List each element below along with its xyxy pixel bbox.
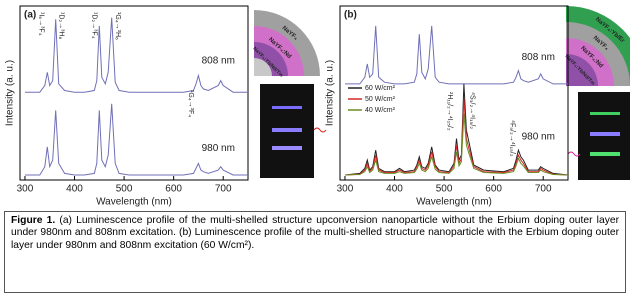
- caption-text: (a) Luminescence profile of the multi-sh…: [11, 215, 619, 251]
- legend-label: 60 W/cm²: [365, 85, 396, 92]
- spectrum-line: [344, 113, 569, 176]
- shell: [254, 58, 272, 76]
- caption: Figure 1. (a) Luminescence profile of th…: [4, 211, 626, 293]
- x-axis-title: Wavelength (nm): [96, 197, 172, 208]
- transition-label: ²H₁₁/₂→⁴I₁₅/₂: [446, 92, 453, 131]
- transition-label: ⁴F₉/₂→⁴I₁₅/₂: [509, 120, 516, 157]
- x-tick-label: 700: [215, 184, 232, 195]
- caption-label: Figure 1.: [11, 215, 56, 226]
- x-tick-label: 600: [165, 184, 182, 195]
- inset-b: NaYF₄:Yb/Er NaYF₄ NaYF₄:Nd NaYF₄:Yb/Nd/T…: [564, 6, 630, 180]
- x-axis-title: Wavelength (nm): [416, 197, 492, 208]
- x-tick-label: 700: [535, 184, 552, 195]
- plot-frame: [19, 5, 249, 181]
- series-label: 808 nm: [202, 55, 235, 66]
- y-axis-title: Intensity (a. u.): [5, 60, 16, 126]
- vial-glow: [272, 106, 302, 109]
- x-tick-label: 300: [17, 184, 34, 195]
- x-tick-label: 300: [337, 184, 354, 195]
- series-label: 980 nm: [202, 143, 235, 154]
- series-label: 808 nm: [522, 52, 555, 63]
- x-tick-label: 600: [485, 184, 502, 195]
- legend-label: 50 W/cm²: [365, 96, 396, 103]
- x-tick-label: 400: [386, 184, 403, 195]
- transition-label: ¹G₄→³H₆: [114, 12, 121, 40]
- transition-label: ⁴S₃/₂→⁴I₁₅/₂: [468, 92, 475, 129]
- transition-label: ¹G₄→³F₄: [187, 90, 194, 117]
- plot-frame: [339, 5, 569, 181]
- vial-glow: [590, 132, 620, 136]
- vial-glow: [590, 112, 620, 115]
- panel-label: (b): [344, 10, 357, 21]
- transition-label: ¹D₂→³H₆: [57, 12, 64, 39]
- legend-label: 40 W/cm²: [365, 107, 396, 114]
- excitation-arrow: [313, 127, 327, 133]
- spectrum-line: [25, 103, 248, 176]
- spectrum-line: [345, 25, 568, 85]
- chart: NaYF₄ NaYF₄:Nd NaYF₄:Yb/Nd/Tm NaYF₄:Yb/E…: [5, 5, 630, 208]
- x-tick-label: 400: [66, 184, 83, 195]
- panel-label: (a): [24, 10, 36, 21]
- spectrum-line: [25, 17, 248, 93]
- shell: [566, 54, 598, 86]
- x-tick-label: 500: [116, 184, 133, 195]
- vial-glow: [272, 146, 302, 150]
- annotation: 980 nm: [522, 132, 555, 143]
- transition-label: ¹I₆→³F₄: [37, 12, 44, 36]
- x-tick-label: 500: [436, 184, 453, 195]
- y-axis-title: Intensity (a. u.): [325, 60, 336, 126]
- excitation-arrow: [567, 151, 581, 157]
- transition-label: ¹D₂→³F₄: [91, 12, 98, 39]
- vial-glow: [590, 152, 620, 156]
- vial-glow: [272, 128, 302, 132]
- inset-a: NaYF₄ NaYF₄:Nd NaYF₄:Yb/Nd/Tm: [251, 10, 327, 178]
